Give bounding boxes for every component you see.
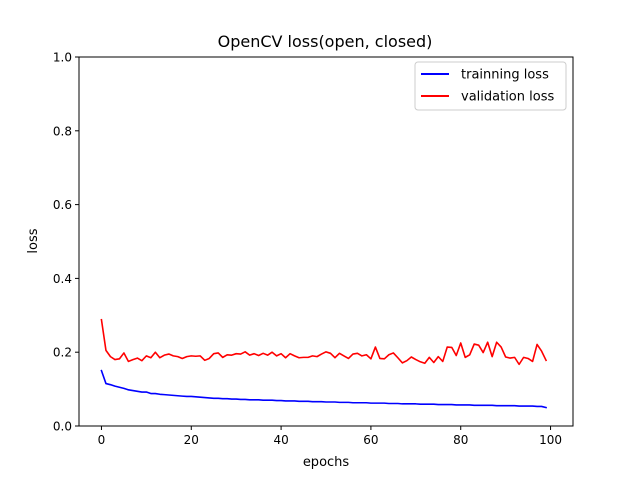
- series-line-validation-loss: [100, 318, 548, 366]
- series-layer: [100, 318, 548, 409]
- x-axis: 0 20 40 60 80 100: [98, 426, 562, 447]
- y-tick-label: 0.2: [53, 346, 72, 360]
- x-tick-label: 20: [184, 433, 199, 447]
- x-axis-label: epochs: [303, 455, 350, 470]
- x-tick-label: 40: [273, 433, 288, 447]
- y-axis: 0.0 0.2 0.4 0.6 0.8 1.0: [53, 51, 79, 434]
- plot-area: [78, 56, 574, 427]
- x-tick-label: 0: [98, 433, 106, 447]
- plot-frame: [78, 56, 574, 427]
- legend: trainning loss validation loss: [414, 61, 567, 111]
- plot-background: [79, 57, 573, 426]
- y-tick-label: 0.8: [53, 124, 72, 138]
- y-axis-label: loss: [26, 228, 41, 253]
- x-tick-label: 100: [539, 433, 562, 447]
- x-tick-label: 60: [363, 433, 378, 447]
- chart-title: OpenCV loss(open, closed): [218, 32, 433, 51]
- y-tick-label: 1.0: [53, 51, 72, 65]
- y-tick-label: 0.0: [53, 420, 72, 434]
- series-line-trainning-loss: [100, 369, 548, 409]
- x-tick-label: 80: [453, 433, 468, 447]
- legend-label-trainning-loss: trainning loss: [461, 68, 549, 83]
- y-tick-label: 0.4: [53, 272, 72, 286]
- legend-box: [414, 61, 567, 111]
- legend-label-validation-loss: validation loss: [461, 90, 554, 105]
- y-tick-label: 0.6: [53, 198, 72, 212]
